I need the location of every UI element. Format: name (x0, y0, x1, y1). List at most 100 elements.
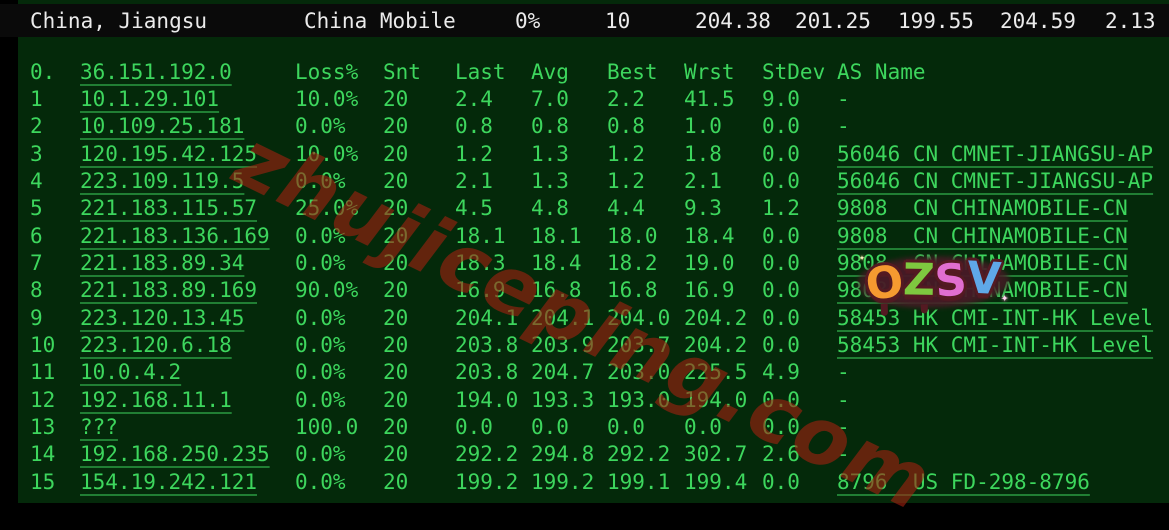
hop-best: 0.0 (607, 415, 645, 440)
hop-row: 14 192.168.250.235 0.0% 20 292.2 294.8 292.2 30… (30, 441, 1169, 468)
hop-row: 6 221.183.136.169 0.0% 20 18.1 18.1 18.0 18.4 0.… (30, 222, 1169, 249)
hop-last: 292.2 (455, 442, 519, 467)
col-header-avg: Avg (531, 59, 569, 84)
hop-row: 13??? 100.0 20 0.0 0.0 0.0 0.0 0.0 - (30, 413, 1169, 440)
origin-host: 36.151.192.0 (80, 59, 232, 84)
hop-as-name: 8796 US FD-298-8796 (837, 469, 1090, 494)
hop-as-name: - (837, 415, 850, 440)
origin-index: 0. (30, 59, 56, 84)
hop-host: 223.120.13.45 (80, 305, 245, 330)
hop-stdev: 0.0 (762, 141, 800, 166)
hop-last: 204.1 (455, 305, 519, 330)
hop-best: 204.0 (607, 305, 671, 330)
hop-stdev: 2.6 (762, 442, 800, 467)
terminal-output-panel (18, 0, 1169, 503)
hop-stdev: 0.0 (762, 333, 800, 358)
hop-as-name: - (837, 114, 850, 139)
hop-loss: 25.0% (295, 196, 359, 221)
summary-metric-worst: 204.59 (1000, 8, 1076, 33)
hop-index: 13 (30, 415, 56, 440)
hop-host: 221.183.115.57 (80, 196, 258, 221)
hop-avg: 16.8 (531, 278, 582, 303)
trace-table: 0. 36.151.192.0 Loss% Snt Last Avg Best … (30, 58, 1169, 496)
trace-header-row: 0. 36.151.192.0 Loss% Snt Last Avg Best … (30, 58, 1169, 85)
hop-wrst: 19.0 (684, 251, 735, 276)
hop-stdev: 0.0 (762, 114, 800, 139)
hop-loss: 0.0% (295, 442, 346, 467)
hop-as-name: 56046 CN CMNET-JIANGSU-AP (837, 141, 1154, 166)
hop-last: 2.4 (455, 87, 493, 112)
hop-index: 10 (30, 333, 56, 358)
hop-index: 1 (30, 87, 43, 112)
hop-loss: 0.0% (295, 251, 346, 276)
hop-row: 12 192.168.11.1 0.0% 20 194.0 193.3 193.0 194.0… (30, 386, 1169, 413)
hop-snt: 20 (383, 251, 409, 276)
hop-stdev: 9.0 (762, 87, 800, 112)
hop-loss: 10.0% (295, 87, 359, 112)
hop-stdev: 0.0 (762, 251, 800, 276)
hop-snt: 20 (383, 169, 409, 194)
hop-wrst: 194.0 (684, 387, 748, 412)
hop-stdev: 0.0 (762, 169, 800, 194)
summary-bar: China, Jiangsu China Mobile 0% 10 204.38… (0, 4, 1169, 37)
hop-last: 18.1 (455, 223, 506, 248)
hop-best: 193.0 (607, 387, 671, 412)
hop-loss: 0.0% (295, 333, 346, 358)
hop-snt: 20 (383, 196, 409, 221)
hop-avg: 18.4 (531, 251, 582, 276)
hop-loss: 0.0% (295, 169, 346, 194)
hop-wrst: 0.0 (684, 415, 722, 440)
hop-last: 0.0 (455, 415, 493, 440)
hop-index: 5 (30, 196, 43, 221)
summary-provider: China Mobile (304, 8, 456, 33)
hop-host: 154.19.242.121 (80, 469, 258, 494)
col-header-snt: Snt (383, 59, 421, 84)
hop-snt: 20 (383, 114, 409, 139)
sticker-letter: Z (902, 254, 936, 306)
hop-loss: 10.0% (295, 141, 359, 166)
hop-wrst: 1.0 (684, 114, 722, 139)
sticker-letter: V (965, 252, 1003, 306)
hop-as-name: 56046 CN CMNET-JIANGSU-AP (837, 169, 1154, 194)
hop-row: 4 223.109.119.5 0.0% 20 2.1 1.3 1.2 2.1 0.0 56046… (30, 167, 1169, 194)
summary-avg-loss: 0% (515, 8, 541, 33)
hop-row: 7 221.183.89.34 0.0% 20 18.3 18.4 18.2 19.0 0.0 9… (30, 249, 1169, 276)
hop-index: 14 (30, 442, 56, 467)
hop-loss: 0.0% (295, 223, 346, 248)
hop-row: 9 223.120.13.45 0.0% 20 204.1 204.1 204.0 204.2… (30, 304, 1169, 331)
hop-as-name: 9808 CN CHINAMOBILE-CN (837, 196, 1128, 221)
hop-as-name: 9808 CN CHINAMOBILE-CN (837, 223, 1128, 248)
hop-wrst: 9.3 (684, 196, 722, 221)
hop-row: 15 154.19.242.121 0.0% 20 199.2 199.2 199.1 199… (30, 468, 1169, 495)
hop-row: 11 10.0.4.2 0.0% 20 203.8 204.7 203.0 225.5 4.9 - (30, 359, 1169, 386)
hop-best: 203.7 (607, 333, 671, 358)
hop-row: 2 10.109.25.181 0.0% 20 0.8 0.8 0.8 1.0 0.0 - (30, 113, 1169, 140)
hop-best: 4.4 (607, 196, 645, 221)
col-header-best: Best (607, 59, 658, 84)
hop-avg: 193.3 (531, 387, 595, 412)
col-header-stdev: StDev (762, 59, 826, 84)
col-header-wrst: Wrst (684, 59, 735, 84)
hop-wrst: 1.8 (684, 141, 722, 166)
hop-loss: 0.0% (295, 114, 346, 139)
col-header-last: Last (455, 59, 506, 84)
hop-snt: 20 (383, 87, 409, 112)
hop-as-name: - (837, 87, 850, 112)
summary-location: China, Jiangsu (30, 8, 208, 33)
hop-last: 203.8 (455, 360, 519, 385)
hop-best: 292.2 (607, 442, 671, 467)
hop-snt: 20 (383, 333, 409, 358)
hop-host: 192.168.11.1 (80, 387, 232, 412)
hop-best: 18.2 (607, 251, 658, 276)
hop-row: 3 120.195.42.125 10.0% 20 1.2 1.3 1.2 1.8 0.0 560… (30, 140, 1169, 167)
hop-last: 0.8 (455, 114, 493, 139)
hop-loss: 0.0% (295, 469, 346, 494)
hop-index: 9 (30, 305, 43, 330)
hop-avg: 203.9 (531, 333, 595, 358)
hop-last: 16.9 (455, 278, 506, 303)
hop-index: 12 (30, 387, 56, 412)
sparkle-icon: ✦ (1000, 290, 1009, 306)
hop-wrst: 204.2 (684, 333, 748, 358)
hop-best: 16.8 (607, 278, 658, 303)
